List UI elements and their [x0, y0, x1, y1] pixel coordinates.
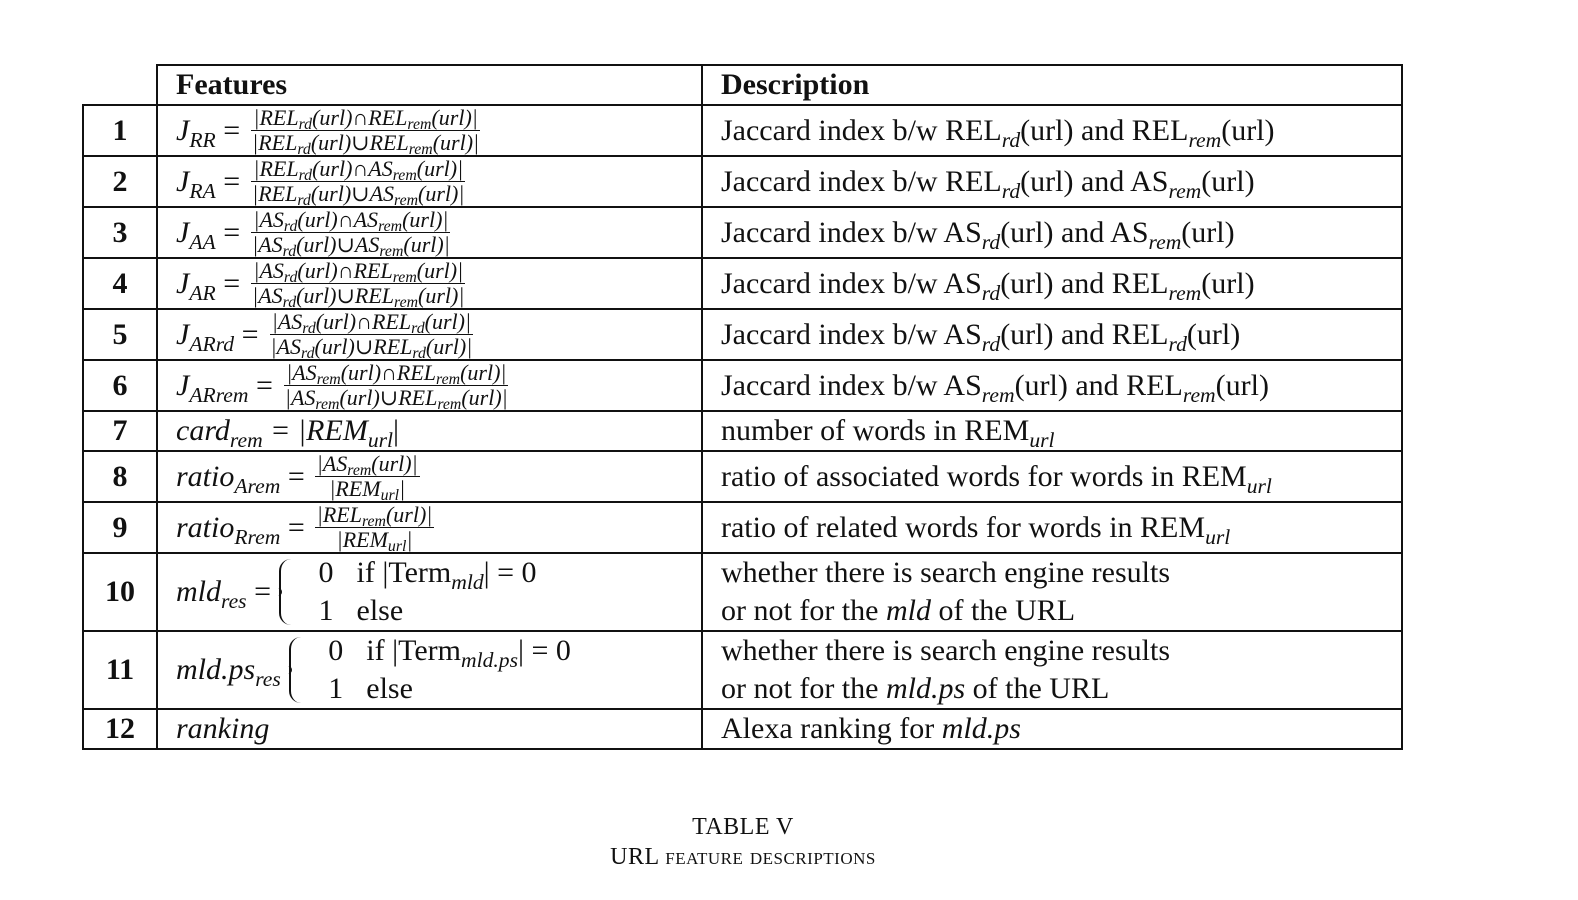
feature-description: Alexa ranking for mld.ps [701, 708, 1403, 750]
feature-formula: ratioRrem = |RELrem(url)| |REMurl| [156, 501, 703, 555]
row-number: 9 [82, 501, 158, 554]
fraction: |RELrd(url)∩ASrem(url)| |RELrd(url)∪ASrem… [251, 156, 466, 209]
fraction: |RELrem(url)| |REMurl| [314, 502, 435, 555]
feature-description: Jaccard index b/w ASrd(url) and ASrem(ur… [701, 206, 1403, 259]
left-brace [279, 559, 295, 625]
header-blank-cell [83, 65, 158, 106]
fraction: |ASrd(url)∩RELrem(url)| |ASrd(url)∪RELrem… [251, 258, 466, 311]
table-row: 10 mldres = 0 if |Termmld| = 0 1 else wh… [82, 552, 1403, 632]
feature-table: Features Description 1 JRR = |RELrd(url)∩R… [82, 64, 1403, 750]
table-row: 5 JARrd = |ASrd(url)∩RELrd(url)| |ASrd(url)… [82, 308, 1403, 362]
feature-formula: JRA = |RELrd(url)∩ASrem(url)| |RELrd(url)∪… [156, 155, 703, 209]
table-row: 8 ratioArem = |ASrem(url)| |REMurl| rati… [82, 450, 1403, 504]
table-caption-title: URL feature descriptions [610, 844, 876, 870]
feature-formula: JAR = |ASrd(url)∩RELrem(url)| |ASrd(url)∪R… [156, 257, 703, 311]
feature-description: whether there is search engine results o… [701, 630, 1403, 710]
row-number: 6 [82, 359, 158, 412]
feature-formula: mld.psres 0 if |Termmld.ps| = 0 1 else [156, 630, 703, 710]
feature-formula: ranking [156, 708, 703, 750]
fraction: |RELrd(url)∩RELrem(url)| |RELrd(url)∪RELr… [251, 105, 480, 158]
header-features: Features [156, 64, 703, 106]
table-row: 3 JAA = |ASrd(url)∩ASrem(url)| |ASrd(url)∪A… [82, 206, 1403, 260]
row-number: 5 [82, 308, 158, 361]
feature-description: number of words in REMurl [701, 410, 1403, 452]
row-number: 8 [82, 450, 158, 503]
row-number: 4 [82, 257, 158, 310]
feature-description: whether there is search engine results o… [701, 552, 1403, 632]
row-number: 7 [82, 410, 158, 452]
fraction: |ASrem(url)| |REMurl| [314, 451, 420, 504]
feature-formula: JARrem = |ASrem(url)∩RELrem(url)| |ASrem(u… [156, 359, 703, 413]
row-number: 3 [82, 206, 158, 259]
feature-description: Jaccard index b/w RELrd(url) and ASrem(u… [701, 155, 1403, 208]
fraction: |ASrem(url)∩RELrem(url)| |ASrem(url)∪RELr… [284, 360, 509, 413]
row-number: 1 [82, 104, 158, 157]
feature-formula: JRR = |RELrd(url)∩RELrem(url)| |RELrd(url)… [156, 104, 703, 158]
feature-formula: cardrem = |REMurl| [156, 410, 703, 452]
feature-formula: mldres = 0 if |Termmld| = 0 1 else [156, 552, 703, 632]
table-row: 4 JAR = |ASrd(url)∩RELrem(url)| |ASrd(url)∪… [82, 257, 1403, 311]
table-caption-label: TABLE V [692, 814, 794, 840]
row-number: 12 [82, 708, 158, 750]
fraction: |ASrd(url)∩RELrd(url)| |ASrd(url)∪RELrd(u… [269, 309, 473, 362]
table-row: 12 ranking Alexa ranking for mld.ps [82, 708, 1403, 750]
left-brace [288, 637, 305, 703]
table-header-row: Features Description [83, 64, 1403, 106]
feature-description: Jaccard index b/w RELrd(url) and RELrem(… [701, 104, 1403, 157]
table-row: 2 JRA = |RELrd(url)∩ASrem(url)| |RELrd(url)… [82, 155, 1403, 209]
feature-description: ratio of related words for words in REMu… [701, 501, 1403, 554]
table-row: 9 ratioRrem = |RELrem(url)| |REMurl| rat… [82, 501, 1403, 555]
jaccard-rows: 1 JRR = |RELrd(url)∩RELrem(url)| |RELrd(url… [82, 104, 1403, 413]
feature-formula: JARrd = |ASrd(url)∩RELrd(url)| |ASrd(url)∪… [156, 308, 703, 362]
table-row: 7 cardrem = |REMurl| number of words in … [82, 410, 1403, 452]
header-description: Description [701, 64, 1403, 106]
feature-description: ratio of associated words for words in R… [701, 450, 1403, 503]
feature-formula: JAA = |ASrd(url)∩ASrem(url)| |ASrd(url)∪AS… [156, 206, 703, 260]
feature-description: Jaccard index b/w ASrd(url) and RELrem(u… [701, 257, 1403, 310]
row-number: 10 [82, 552, 158, 632]
table-row: 11 mld.psres 0 if |Termmld.ps| = 0 1 els… [82, 630, 1403, 710]
feature-description: Jaccard index b/w ASrd(url) and RELrd(ur… [701, 308, 1403, 361]
row-number: 2 [82, 155, 158, 208]
table-row: 1 JRR = |RELrd(url)∩RELrem(url)| |RELrd(url… [82, 104, 1403, 158]
fraction: |ASrd(url)∩ASrem(url)| |ASrd(url)∪ASrem(u… [251, 207, 451, 260]
feature-formula: ratioArem = |ASrem(url)| |REMurl| [156, 450, 703, 504]
feature-description: Jaccard index b/w ASrem(url) and RELrem(… [701, 359, 1403, 412]
table-row: 6 JARrem = |ASrem(url)∩RELrem(url)| |ASrem(… [82, 359, 1403, 413]
row-number: 11 [82, 630, 158, 710]
